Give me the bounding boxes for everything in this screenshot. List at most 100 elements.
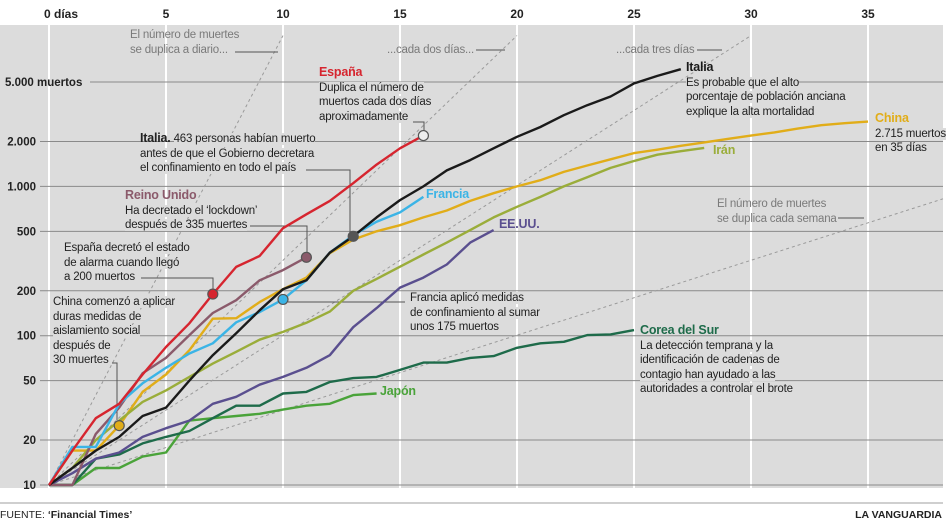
annotation-text: 30 muertes: [53, 354, 109, 366]
annotation-line: Es probable que el alto: [686, 76, 845, 91]
annotation-italy: Italia Es probable que el alto porcentaje …: [686, 60, 846, 120]
reference-line-three: [48, 35, 752, 486]
marker-uk-lockdown: [300, 251, 312, 263]
series-label-france: Francia: [426, 187, 470, 201]
series-line-uk: [49, 256, 307, 487]
annotation-line: 2.715 muertos: [875, 127, 946, 142]
series-label-usa: EE.UU.: [499, 217, 540, 231]
y-tick-label: 20: [23, 435, 36, 447]
annotation-title: China: [875, 111, 909, 125]
reference-label-line: ...cada dos días...: [387, 44, 474, 56]
reference-label-line: se duplica a diario...: [130, 43, 228, 56]
annotation-text: La detección temprana y la: [640, 339, 773, 352]
annotation-text: 2.715 muertos: [875, 127, 946, 140]
reference-label-line: se duplica cada semana: [717, 212, 837, 225]
source-name: ‘Financial Times’: [47, 509, 133, 521]
annotation-leader-line: [250, 225, 308, 254]
y-tick-label: 100: [17, 331, 36, 343]
x-tick-label: 25: [627, 7, 641, 21]
reference-label-daily: El número de muertes se duplica a diario.…: [130, 28, 239, 57]
annotation-line: antes de que el Gobierno decretara: [140, 147, 315, 162]
annotation-france-lock: Francia aplicó medidas de confinamiento a…: [410, 291, 540, 335]
annotation-line: el confinamiento en todo el país: [140, 161, 315, 176]
annotation-uk: Reino Unido Ha decretado el ‘lockdown’ des…: [125, 188, 257, 233]
annotation-line: porcentaje de población anciana: [686, 90, 846, 105]
annotation-line: aproximadamente: [319, 110, 431, 125]
annotation-text: de confinamiento al sumar: [410, 306, 540, 319]
annotation-line: La detección temprana y la: [640, 339, 793, 354]
annotation-text: en 35 días: [875, 142, 927, 154]
series-line-china: [48, 120, 869, 486]
annotation-title-row: China: [875, 111, 946, 127]
y-tick-label: 50: [23, 376, 36, 388]
y-tick-label: 5.000 muertos: [5, 77, 82, 89]
annotation-text: aproximadamente: [319, 110, 409, 123]
brand-logo-text: LA VANGUARDIA: [855, 509, 942, 521]
annotation-leader-line: [141, 277, 214, 289]
annotation-line: explique la alta mortalidad: [686, 105, 845, 120]
marker-china-measures: [113, 419, 125, 432]
x-tick-label: 0 días: [44, 7, 78, 21]
annotation-leader-line: [306, 169, 351, 234]
marker-spain-alarm: [207, 288, 219, 300]
annotation-line: de confinamiento al sumar: [410, 306, 540, 321]
series-label-japan: Japón: [380, 384, 416, 398]
annotation-text: contagio han ayudado a las: [640, 368, 776, 381]
annotation-line: autoridades a controlar el brote: [640, 382, 793, 397]
x-tick-label: 35: [861, 7, 875, 21]
annotation-italy-lock: Italia. 463 personas habían muerto antes …: [140, 131, 316, 176]
annotation-text: después de 335 muertes: [125, 219, 248, 231]
annotation-text: España decretó el estado: [64, 242, 190, 254]
annotation-spain: España Duplica el número de muertos cada d…: [319, 65, 431, 124]
annotation-text: explique la alta mortalidad: [686, 105, 815, 118]
annotation-line: Italia. 463 personas habían muerto: [140, 131, 316, 147]
annotation-china: China 2.715 muertos en 35 días: [875, 111, 946, 156]
annotation-line: unos 175 muertos: [410, 320, 540, 335]
x-tick-label: 15: [393, 7, 407, 21]
annotation-leader-line: [112, 362, 118, 420]
annotation-text: duras medidas de: [53, 310, 142, 323]
annotation-text: porcentaje de población anciana: [686, 91, 846, 103]
annotation-title: Reino Unido: [125, 188, 197, 202]
annotation-text: China comenzó a aplicar: [53, 296, 175, 308]
source-prefix: FUENTE:: [0, 509, 48, 521]
annotation-line: identificación de cadenas de: [640, 353, 793, 368]
annotation-text: Francia aplicó medidas: [410, 292, 524, 304]
y-tick-label: 10: [23, 480, 36, 492]
annotation-line: muertos cada dos días: [319, 95, 431, 110]
annotation-spain-alarm: España decretó el estado de alarma cuando…: [64, 241, 190, 285]
annotation-title-row: Reino Unido: [125, 188, 257, 204]
annotation-line: a 200 muertos: [64, 270, 190, 285]
annotation-title: España: [319, 65, 363, 79]
annotation-title-row: Corea del Sur: [640, 323, 793, 339]
x-tick-label: 5: [163, 7, 170, 21]
annotation-title: Corea del Sur: [640, 323, 719, 337]
annotation-line: 30 muertes: [53, 353, 175, 368]
reference-label-three: ...cada tres días: [616, 43, 695, 58]
series-line-spain: [48, 134, 424, 486]
reference-line-week: [48, 198, 944, 486]
annotation-line: contagio han ayudado a las: [640, 368, 793, 383]
series-line-korea: [49, 328, 635, 487]
source-note: FUENTE: ‘Financial Times’: [0, 509, 132, 521]
series-line-iran: [48, 146, 705, 486]
y-tick-label: 2.000: [7, 136, 36, 148]
annotation-text: Ha decretado el ‘lockdown’: [125, 204, 258, 217]
annotation-line: Ha decretado el ‘lockdown’: [125, 204, 257, 219]
annotation-text: aislamiento social: [53, 325, 141, 337]
annotation-text: Duplica el número de: [319, 81, 424, 94]
x-tick-label: 30: [744, 7, 758, 21]
annotation-text: antes de que el Gobierno decretara: [140, 147, 315, 160]
x-tick-label: 10: [276, 7, 290, 21]
reference-label-line: El número de muertes: [717, 198, 827, 210]
annotation-title-row: Italia: [686, 60, 845, 76]
series-line-usa: [48, 229, 495, 487]
annotation-text: de alarma cuando llegó: [64, 256, 180, 269]
annotation-line: duras medidas de: [53, 310, 175, 325]
annotation-line: España decretó el estado: [64, 241, 190, 256]
annotation-line: después de: [53, 339, 175, 354]
annotation-text: unos 175 muertos: [410, 321, 499, 333]
reference-label-two: ...cada dos días...: [387, 43, 474, 58]
annotation-text: Es probable que el alto: [686, 76, 800, 89]
annotation-text: identificación de cadenas de: [640, 354, 780, 366]
